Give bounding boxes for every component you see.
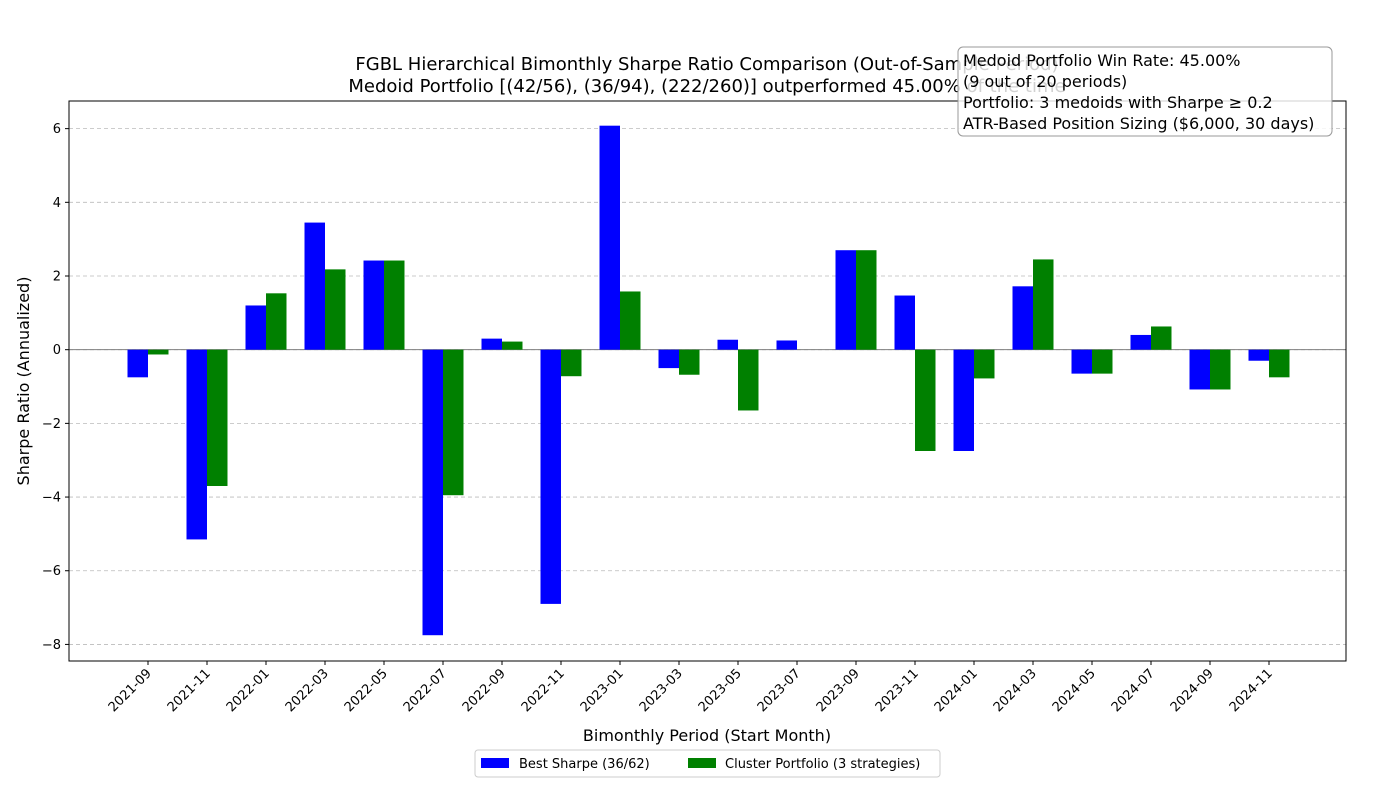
bar-best-sharpe [835, 250, 856, 350]
x-tick-label: 2023-03 [637, 666, 686, 715]
chart-subtitle: Medoid Portfolio [(42/56), (36/94), (222… [348, 76, 1065, 97]
x-tick-label: 2022-09 [460, 666, 509, 715]
annotation-line-win-rate: Medoid Portfolio Win Rate: 45.00% [963, 51, 1241, 70]
x-tick-label: 2023-01 [578, 666, 627, 715]
plot-frame [68, 100, 1347, 662]
y-tick-label: 0 [53, 343, 61, 358]
bar-best-sharpe [1248, 349, 1269, 361]
bar-best-sharpe [776, 340, 797, 350]
x-tick-label: 2023-05 [696, 666, 745, 715]
x-tick-label: 2021-09 [106, 666, 155, 715]
x-tick-label: 2023-11 [873, 666, 922, 715]
bar-best-sharpe [304, 222, 325, 350]
bar-cluster-portfolio [384, 260, 405, 350]
x-tick-label: 2023-07 [755, 666, 804, 715]
annotation-line-portfolio: Portfolio: 3 medoids with Sharpe ≥ 0.2 [963, 93, 1273, 112]
y-axis-label: Sharpe Ratio (Annualized) [14, 277, 33, 486]
chart-title: FGBL Hierarchical Bimonthly Sharpe Ratio… [355, 54, 1058, 75]
bar-best-sharpe [1071, 349, 1092, 374]
annotation-background [957, 46, 1333, 137]
y-tick-label: 6 [53, 122, 61, 137]
bar-best-sharpe [1189, 349, 1210, 390]
bar-best-sharpe [1012, 286, 1033, 350]
y-tick-label: −8 [42, 638, 61, 653]
bar-cluster-portfolio [1092, 349, 1113, 374]
x-tick-label: 2022-01 [224, 666, 273, 715]
bar-best-sharpe [245, 305, 266, 350]
bar-best-sharpe [363, 260, 384, 350]
legend-label-best-sharpe: Best Sharpe (36/62) [519, 757, 650, 772]
y-tick-label: 2 [53, 270, 61, 285]
y-axis-ticks: 6 4 2 0 −2 −4 −6 −8 [42, 122, 69, 653]
x-tick-label: 2024-07 [1109, 666, 1158, 715]
y-tick-label: −4 [42, 491, 61, 506]
x-tick-label: 2024-11 [1227, 666, 1276, 715]
x-tick-label: 2022-07 [401, 666, 450, 715]
annotation-line-periods: (9 out of 20 periods) [963, 72, 1127, 91]
bar-cluster-portfolio [620, 291, 641, 350]
legend: Best Sharpe (36/62) Cluster Portfolio (3… [474, 749, 941, 778]
annotation-line-sizing: ATR-Based Position Sizing ($6,000, 30 da… [963, 114, 1314, 133]
x-tick-label: 2024-05 [1050, 666, 1099, 715]
bar-cluster-portfolio [561, 349, 582, 377]
bar-best-sharpe [422, 349, 443, 636]
bar-best-sharpe [953, 349, 974, 451]
bar-best-sharpe [599, 125, 620, 350]
x-tick-label: 2022-03 [283, 666, 332, 715]
gridlines [69, 128, 1346, 645]
x-tick-label: 2022-11 [519, 666, 568, 715]
y-tick-label: −2 [42, 417, 61, 432]
info-annotation-box: Medoid Portfolio Win Rate: 45.00% (9 out… [957, 46, 1333, 137]
bar-best-sharpe [894, 295, 915, 350]
bars [127, 125, 1290, 636]
bar-cluster-portfolio [1033, 259, 1054, 350]
bar-best-sharpe [658, 349, 679, 369]
bar-cluster-portfolio [974, 349, 995, 379]
bar-best-sharpe [481, 338, 502, 350]
bar-cluster-portfolio [266, 293, 287, 350]
y-tick-label: 4 [53, 196, 61, 211]
x-tick-label: 2024-01 [932, 666, 981, 715]
bar-cluster-portfolio [443, 349, 464, 496]
bar-cluster-portfolio [502, 341, 523, 350]
x-tick-label: 2021-11 [165, 666, 214, 715]
x-tick-label: 2023-09 [814, 666, 863, 715]
bar-cluster-portfolio [325, 269, 346, 350]
legend-swatch-best-sharpe [481, 758, 509, 768]
bar-cluster-portfolio [856, 250, 877, 350]
legend-label-cluster-portfolio: Cluster Portfolio (3 strategies) [725, 757, 920, 772]
bar-cluster-portfolio [738, 349, 759, 411]
bar-cluster-portfolio [679, 349, 700, 375]
bar-best-sharpe [1130, 334, 1151, 350]
y-tick-label: −6 [42, 564, 61, 579]
bar-best-sharpe [127, 349, 148, 378]
bar-best-sharpe [717, 339, 738, 350]
bar-best-sharpe [186, 349, 207, 540]
bar-cluster-portfolio [1151, 326, 1172, 350]
bar-cluster-portfolio [915, 349, 936, 451]
x-axis-ticks: 2021-09 2021-11 2022-01 2022-03 2022-05 2022-… [106, 661, 1276, 715]
legend-swatch-cluster-portfolio [688, 758, 716, 768]
x-tick-label: 2024-09 [1168, 666, 1217, 715]
bar-best-sharpe [540, 349, 561, 604]
x-tick-label: 2024-03 [991, 666, 1040, 715]
bar-cluster-portfolio [148, 349, 169, 355]
bar-cluster-portfolio [1210, 349, 1231, 390]
x-tick-label: 2022-05 [342, 666, 391, 715]
bar-cluster-portfolio [1269, 349, 1290, 378]
x-axis-label: Bimonthly Period (Start Month) [583, 726, 831, 745]
bar-cluster-portfolio [207, 349, 228, 486]
